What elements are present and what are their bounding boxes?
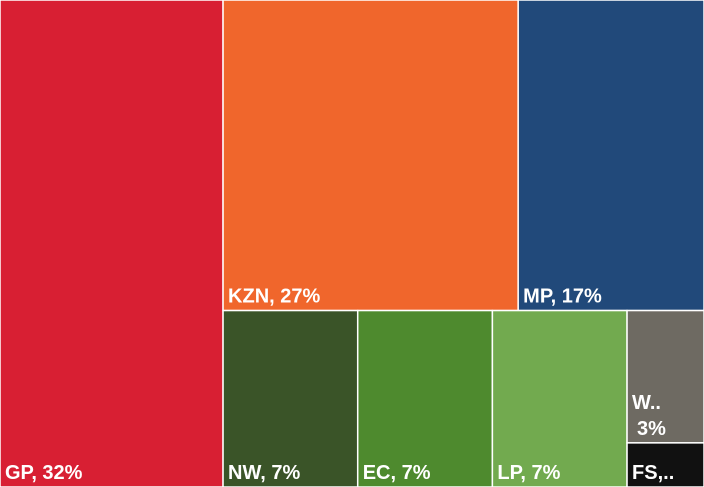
tile [626, 442, 704, 487]
tile [222, 0, 519, 312]
tile-label: NW, 7% [228, 462, 300, 484]
tile-label: W.. [632, 392, 661, 414]
tile [0, 0, 224, 487]
tile-label: 3% [637, 418, 666, 440]
tile [517, 0, 704, 312]
tile [626, 309, 704, 444]
tile [356, 309, 494, 487]
tile-label: FS,.. [632, 462, 674, 484]
tile-label: MP, 17% [523, 286, 602, 308]
tile-label: GP, 32% [5, 462, 83, 484]
tile-label: EC, 7% [363, 462, 431, 484]
tile-label: KZN, 27% [228, 286, 320, 308]
tile [222, 309, 359, 487]
tile-label: LP, 7% [497, 462, 560, 484]
tile [491, 309, 628, 487]
